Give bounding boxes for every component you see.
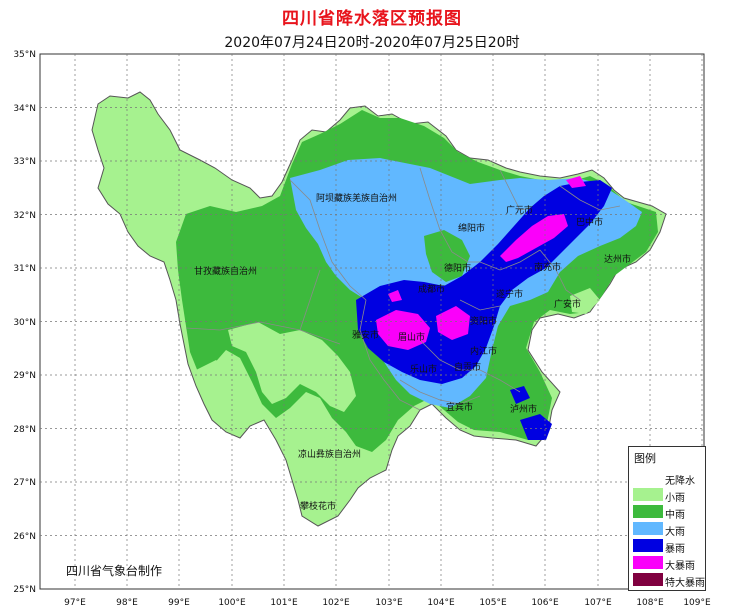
- patch-rainstorm-3: [510, 386, 530, 404]
- place-label: 宜宾市: [446, 401, 473, 413]
- region-heavy-rainstorm-1: [376, 310, 430, 350]
- legend-title: 图例: [634, 452, 656, 465]
- patch-light-rain-3: [300, 436, 360, 500]
- place-label: 甘孜藏族自治州: [194, 265, 257, 277]
- legend-item-moderate-rain: 中雨: [633, 503, 703, 521]
- y-tick-label: 35°N: [13, 50, 36, 60]
- patch-rainstorm-2: [520, 414, 552, 440]
- place-label: 成都市: [418, 283, 445, 295]
- map-legend: 图例 无降水 小雨 中雨 大雨 暴雨 大暴雨 特大暴雨: [628, 446, 706, 591]
- y-tick-label: 27°N: [13, 478, 36, 488]
- x-tick-label: 106°E: [531, 598, 559, 608]
- y-tick-label: 25°N: [13, 585, 36, 595]
- x-tick-label: 102°E: [322, 598, 350, 608]
- patch-light-rain-2: [196, 360, 238, 412]
- y-tick-label: 33°N: [13, 157, 36, 167]
- legend-label: 大暴雨: [665, 561, 695, 572]
- map-title: 四川省降水落区预报图: [282, 9, 462, 29]
- x-tick-label: 101°E: [270, 598, 298, 608]
- y-tick-label: 32°N: [13, 211, 36, 221]
- map-subtitle: 2020年07月24日20时-2020年07月25日20时: [224, 35, 520, 51]
- legend-item-heavy-rain: 大雨: [633, 520, 703, 538]
- grid: [40, 54, 704, 589]
- place-label: 凉山彝族自治州: [298, 448, 361, 460]
- x-tick-label: 108°E: [636, 598, 664, 608]
- region-heavy-rainstorm-5: [388, 290, 402, 302]
- legend-swatch: [633, 573, 663, 586]
- place-label: 广安市: [554, 298, 581, 310]
- x-tick-label: 107°E: [584, 598, 612, 608]
- legend-label: 特大暴雨: [665, 578, 705, 589]
- place-label: 绵阳市: [458, 222, 485, 234]
- x-tick-label: 109°E: [683, 598, 711, 608]
- y-tick-label: 29°N: [13, 371, 36, 381]
- region-heavy-rainstorm-3: [500, 214, 568, 262]
- legend-label: 暴雨: [665, 544, 685, 555]
- place-label: 雅安市: [352, 329, 379, 341]
- x-tick-label: 104°E: [427, 598, 455, 608]
- y-tick-label: 26°N: [13, 532, 36, 542]
- y-tick-label: 28°N: [13, 425, 36, 435]
- place-label: 阿坝藏族羌族自治州: [316, 192, 397, 204]
- legend-label: 小雨: [665, 493, 685, 504]
- patch-moderate-rain-inner: [424, 230, 470, 282]
- place-label: 南充市: [534, 261, 561, 273]
- legend-swatch: [633, 471, 663, 484]
- prefecture-boundaries: [185, 167, 621, 411]
- legend-item-heavy-rainstorm: 大暴雨: [633, 554, 703, 572]
- legend-item-no-rain: 无降水: [633, 469, 703, 487]
- legend-item-extreme-rainstorm: 特大暴雨: [633, 571, 705, 589]
- place-label: 泸州市: [510, 403, 537, 415]
- place-label: 内江市: [470, 345, 497, 357]
- y-tick-label: 34°N: [13, 104, 36, 114]
- legend-item-rainstorm: 暴雨: [633, 537, 703, 555]
- legend-swatch: [633, 556, 663, 569]
- place-label: 资阳市: [470, 315, 497, 327]
- place-label: 达州市: [604, 253, 631, 265]
- x-tick-label: 100°E: [218, 598, 246, 608]
- legend-label: 中雨: [665, 510, 685, 521]
- place-label: 攀枝花市: [300, 500, 336, 512]
- place-label: 眉山市: [398, 331, 425, 343]
- legend-label: 无降水: [665, 476, 695, 487]
- credit-text: 四川省气象台制作: [66, 564, 163, 578]
- x-tick-label: 105°E: [479, 598, 507, 608]
- legend-label: 大雨: [665, 527, 685, 538]
- legend-swatch: [633, 522, 663, 535]
- x-tick-label: 98°E: [116, 598, 138, 608]
- place-label: 自贡市: [454, 361, 481, 373]
- patch-light-rain-4: [570, 288, 600, 314]
- patch-light-rain-1: [228, 322, 356, 412]
- place-label: 德阳市: [444, 262, 471, 274]
- x-tick-label: 97°E: [64, 598, 86, 608]
- region-heavy-rainstorm-2: [436, 306, 470, 340]
- place-label: 广元市: [506, 204, 533, 216]
- y-tick-label: 30°N: [13, 318, 36, 328]
- x-tick-label: 103°E: [375, 598, 403, 608]
- y-tick-label: 31°N: [13, 264, 36, 274]
- legend-item-light-rain: 小雨: [633, 486, 703, 504]
- legend-swatch: [633, 488, 663, 501]
- place-label: 巴中市: [576, 216, 603, 228]
- x-tick-label: 99°E: [168, 598, 190, 608]
- legend-swatch: [633, 539, 663, 552]
- place-label: 乐山市: [410, 363, 437, 375]
- region-heavy-rainstorm-4: [566, 176, 586, 188]
- place-label: 遂宁市: [496, 288, 523, 300]
- legend-swatch: [633, 505, 663, 518]
